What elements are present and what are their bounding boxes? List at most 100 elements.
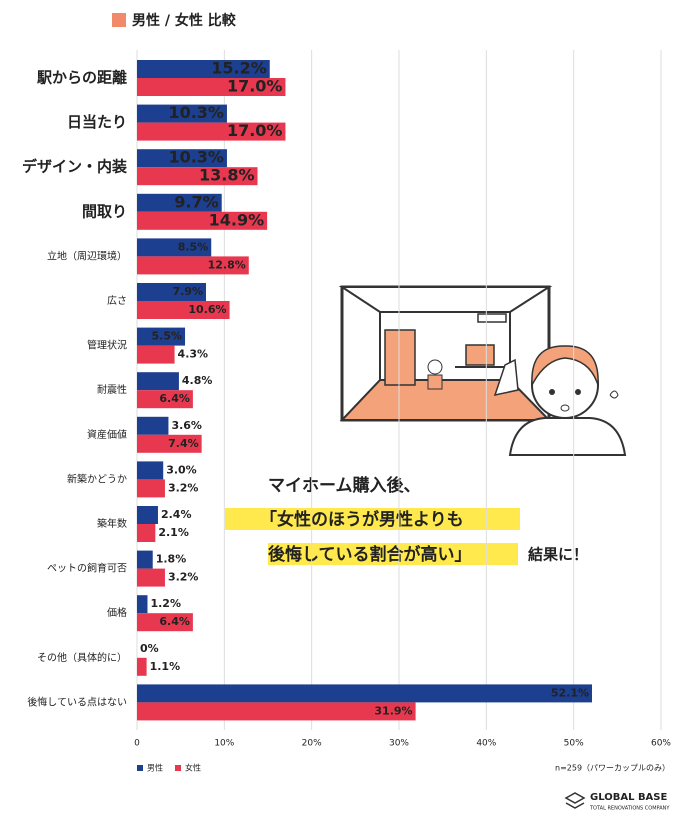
- title-marker: [112, 13, 126, 27]
- category-label: 築年数: [97, 517, 127, 530]
- bar: [137, 238, 212, 257]
- category-label: 日当たり: [67, 113, 127, 131]
- bar: [137, 122, 286, 141]
- value-label: 31.9%: [374, 704, 412, 717]
- bar: [137, 416, 169, 435]
- value-label: 10.6%: [188, 303, 226, 316]
- bar: [137, 524, 156, 542]
- bar: [137, 193, 222, 212]
- logo-name: GLOBAL BASE: [590, 792, 668, 803]
- value-label: 17.0%: [227, 77, 283, 96]
- bar: [137, 149, 227, 168]
- category-label: 駅からの距離: [36, 69, 127, 87]
- bar: [137, 211, 268, 230]
- illustration: [338, 285, 627, 456]
- x-tick-label: 60%: [651, 739, 671, 749]
- value-label: 5.5%: [152, 330, 183, 343]
- bar: [137, 283, 206, 301]
- category-label: デザイン・内装: [22, 158, 128, 176]
- value-label: 1.8%: [156, 553, 187, 566]
- category-label: その他（具体的に）: [37, 651, 127, 664]
- annotation: 結果に！: [528, 546, 588, 564]
- bar: [137, 327, 186, 346]
- note: n=259（パワーカップルのみ）: [555, 764, 670, 773]
- value-label: 3.6%: [171, 419, 202, 432]
- category-label: 資産価値: [87, 428, 127, 441]
- value-label: 3.0%: [166, 463, 197, 476]
- value-label: 14.9%: [209, 210, 265, 229]
- bar: [137, 506, 158, 524]
- value-label: 52.1%: [551, 686, 589, 699]
- bar: [137, 78, 286, 96]
- value-label: 7.4%: [168, 437, 199, 450]
- bar: [137, 167, 258, 186]
- bar: [137, 702, 416, 721]
- value-label: 3.2%: [168, 571, 199, 584]
- bar: [137, 434, 202, 453]
- value-label: 3.2%: [168, 481, 199, 494]
- category-label: 間取り: [82, 202, 127, 220]
- value-label: 2.4%: [161, 508, 192, 521]
- annotation: マイホーム購入後、: [268, 475, 421, 496]
- value-label: 13.8%: [199, 166, 255, 185]
- bar: [137, 684, 593, 703]
- category-label: 立地（周辺環境）: [47, 249, 127, 262]
- legend-label: 男性: [147, 763, 163, 773]
- bar: [137, 613, 193, 632]
- value-label: 17.0%: [227, 121, 283, 140]
- bar: [137, 595, 148, 614]
- value-label: 0%: [140, 642, 159, 655]
- value-label: 12.8%: [208, 258, 246, 271]
- value-label: 6.4%: [159, 615, 190, 628]
- annotation: 「女性のほうが男性よりも: [260, 509, 464, 530]
- logo-tagline: TOTAL RENOVATIONS COMPANY: [589, 806, 670, 812]
- bar: [137, 461, 164, 480]
- annotation: 後悔している割合が高い」: [268, 544, 472, 565]
- legend-swatch: [175, 765, 181, 771]
- bar: [137, 390, 193, 409]
- category-label: ペットの飼育可否: [47, 562, 127, 575]
- chart-title: 男性 / 女性 比較: [132, 12, 237, 29]
- value-label: 6.4%: [159, 392, 190, 405]
- bar: [137, 479, 165, 498]
- value-label: 1.2%: [150, 597, 181, 610]
- value-label: 10.3%: [168, 148, 224, 167]
- bar: [137, 550, 153, 569]
- value-label: 7.9%: [172, 285, 203, 298]
- category-label: 管理状況: [87, 339, 127, 352]
- x-tick-label: 40%: [476, 739, 496, 749]
- bar: [137, 301, 230, 319]
- value-label: 10.3%: [168, 103, 224, 122]
- value-label: 4.8%: [182, 374, 213, 387]
- x-tick-label: 0: [134, 739, 140, 749]
- category-label: 後悔している点はない: [27, 695, 127, 708]
- legend-swatch: [137, 765, 143, 771]
- bar: [137, 256, 249, 275]
- plot: 男性 / 女性 比較 0 10% 20% 30% 40% 50% 60% 駅からの距離 15.2%…: [22, 12, 671, 773]
- value-label: 9.7%: [174, 192, 218, 211]
- value-label: 15.2%: [211, 59, 267, 78]
- legend-label: 女性: [185, 763, 201, 773]
- value-label: 4.3%: [178, 348, 209, 361]
- x-tick-label: 10%: [214, 739, 234, 749]
- x-tick-label: 20%: [302, 739, 322, 749]
- x-tick-label: 30%: [389, 739, 409, 749]
- bar: [137, 372, 179, 391]
- category-label: 新築かどうか: [67, 472, 127, 485]
- x-tick-label: 50%: [564, 739, 584, 749]
- category-label: 広さ: [107, 294, 127, 307]
- category-label: 耐震性: [97, 383, 127, 396]
- highlight: [225, 508, 520, 530]
- value-label: 1.1%: [150, 660, 181, 673]
- value-label: 2.1%: [158, 526, 189, 539]
- bar: [137, 104, 227, 123]
- bar: [137, 60, 270, 78]
- bar: [137, 657, 147, 676]
- highlight: [268, 543, 518, 565]
- logo: GLOBAL BASE TOTAL RENOVATIONS COMPANY: [564, 792, 670, 812]
- value-label: 8.5%: [178, 240, 209, 253]
- category-label: 価格: [107, 606, 127, 619]
- bar: [137, 345, 175, 364]
- bar: [137, 568, 165, 587]
